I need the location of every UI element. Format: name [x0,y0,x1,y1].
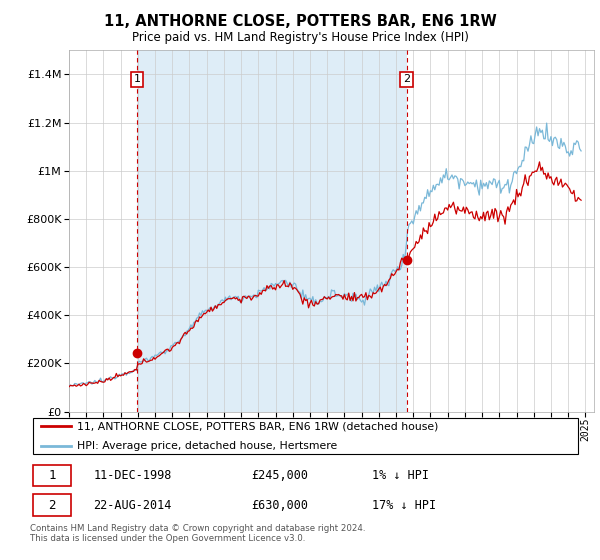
Text: 1: 1 [49,469,56,482]
FancyBboxPatch shape [33,418,578,454]
Text: HPI: Average price, detached house, Hertsmere: HPI: Average price, detached house, Hert… [77,441,337,451]
Text: 11-DEC-1998: 11-DEC-1998 [94,469,172,482]
Text: 11, ANTHORNE CLOSE, POTTERS BAR, EN6 1RW (detached house): 11, ANTHORNE CLOSE, POTTERS BAR, EN6 1RW… [77,421,438,431]
Text: 22-AUG-2014: 22-AUG-2014 [94,498,172,512]
Text: £630,000: £630,000 [251,498,308,512]
Text: 2: 2 [403,74,410,85]
FancyBboxPatch shape [33,494,71,516]
Text: 11, ANTHORNE CLOSE, POTTERS BAR, EN6 1RW: 11, ANTHORNE CLOSE, POTTERS BAR, EN6 1RW [104,14,496,29]
Text: Price paid vs. HM Land Registry's House Price Index (HPI): Price paid vs. HM Land Registry's House … [131,31,469,44]
Text: £245,000: £245,000 [251,469,308,482]
Text: 17% ↓ HPI: 17% ↓ HPI [372,498,436,512]
Text: 1: 1 [134,74,140,85]
Text: 1% ↓ HPI: 1% ↓ HPI [372,469,429,482]
FancyBboxPatch shape [33,465,71,486]
Text: 2: 2 [49,498,56,512]
Text: Contains HM Land Registry data © Crown copyright and database right 2024.
This d: Contains HM Land Registry data © Crown c… [30,524,365,543]
Bar [137,50,407,412]
